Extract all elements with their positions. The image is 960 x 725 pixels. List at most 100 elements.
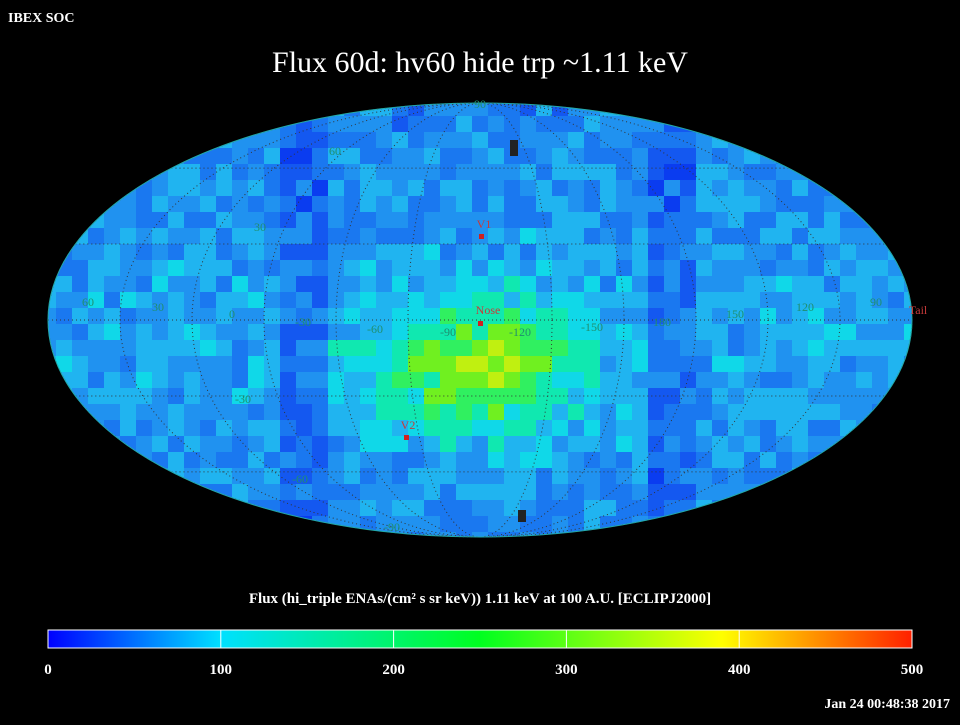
sky-pixel <box>712 356 728 372</box>
sky-pixel <box>584 372 600 388</box>
sky-pixel <box>600 356 616 372</box>
sky-pixel <box>392 324 408 340</box>
sky-pixel <box>568 452 584 468</box>
sky-pixel <box>296 356 312 372</box>
sky-pixel <box>648 244 664 260</box>
sky-pixel <box>440 196 456 212</box>
sky-pixel <box>632 420 648 436</box>
sky-pixel <box>568 324 584 340</box>
sky-pixel <box>680 260 696 276</box>
sky-pixel <box>840 308 856 324</box>
sky-pixel <box>296 292 312 308</box>
sky-pixel <box>424 308 440 324</box>
sky-pixel <box>72 356 88 372</box>
sky-pixel <box>328 468 344 484</box>
sky-pixel <box>680 324 696 340</box>
sky-pixel <box>664 228 680 244</box>
sky-pixel <box>504 532 520 537</box>
sky-pixel <box>376 292 392 308</box>
sky-pixel <box>232 324 248 340</box>
sky-pixel <box>616 452 632 468</box>
sky-pixel <box>712 180 728 196</box>
sky-pixel <box>360 340 376 356</box>
sky-pixel <box>696 404 712 420</box>
sky-pixel <box>120 420 136 436</box>
sky-pixel <box>552 212 568 228</box>
sky-pixel <box>696 308 712 324</box>
sky-pixel <box>312 308 328 324</box>
sky-pixel <box>264 148 280 164</box>
grid-label: 60 <box>329 144 341 158</box>
sky-pixel <box>344 244 360 260</box>
sky-pixel <box>168 244 184 260</box>
sky-pixel <box>328 180 344 196</box>
sky-pixel <box>568 132 584 148</box>
sky-pixel <box>504 356 520 372</box>
sky-pixel <box>536 276 552 292</box>
sky-pixel <box>184 196 200 212</box>
sky-pixel <box>72 276 88 292</box>
sky-pixel <box>440 212 456 228</box>
sky-pixel <box>584 196 600 212</box>
sky-pixel <box>696 276 712 292</box>
sky-pixel <box>808 372 824 388</box>
sky-pixel <box>296 164 312 180</box>
sky-pixel <box>248 404 264 420</box>
sky-pixel <box>264 212 280 228</box>
sky-pixel <box>888 356 904 372</box>
sky-pixel <box>152 356 168 372</box>
sky-pixel <box>728 452 744 468</box>
sky-pixel <box>648 276 664 292</box>
sky-pixel <box>744 260 760 276</box>
sky-pixel <box>600 260 616 276</box>
sky-pixel <box>696 292 712 308</box>
sky-pixel <box>568 180 584 196</box>
sky-pixel <box>648 212 664 228</box>
sky-pixel <box>328 148 344 164</box>
sky-pixel <box>632 180 648 196</box>
grid-label: 150 <box>726 307 744 321</box>
sky-pixel <box>552 356 568 372</box>
sky-pixel <box>376 228 392 244</box>
sky-pixel <box>424 212 440 228</box>
sky-pixel <box>488 468 504 484</box>
sky-pixel <box>424 260 440 276</box>
sky-pixel <box>360 516 376 532</box>
sky-pixel <box>616 164 632 180</box>
sky-pixel <box>472 180 488 196</box>
sky-pixel <box>152 436 168 452</box>
sky-pixel <box>152 324 168 340</box>
sky-pixel <box>168 324 184 340</box>
sky-pixel <box>344 436 360 452</box>
sky-pixel <box>840 372 856 388</box>
sky-pixel <box>536 356 552 372</box>
sky-pixel <box>520 132 536 148</box>
sky-pixel <box>808 260 824 276</box>
grid-label: 120 <box>796 300 814 314</box>
sky-pixel <box>184 292 200 308</box>
sky-pixel <box>568 228 584 244</box>
sky-pixel <box>664 372 680 388</box>
sky-pixel <box>168 260 184 276</box>
sky-pixel <box>584 148 600 164</box>
sky-pixel <box>472 292 488 308</box>
sky-pixel <box>760 244 776 260</box>
sky-pixel <box>520 452 536 468</box>
sky-pixel <box>504 276 520 292</box>
sky-pixel <box>632 276 648 292</box>
sky-pixel <box>280 180 296 196</box>
sky-pixel <box>392 468 408 484</box>
sky-pixel <box>696 340 712 356</box>
sky-pixel <box>712 420 728 436</box>
sky-pixel <box>472 532 488 537</box>
sky-pixel <box>584 484 600 500</box>
sky-pixel <box>824 228 840 244</box>
sky-pixel <box>488 372 504 388</box>
sky-pixel <box>664 404 680 420</box>
sky-pixel <box>392 356 408 372</box>
sky-pixel <box>648 292 664 308</box>
sky-pixel <box>760 276 776 292</box>
sky-pixel <box>440 260 456 276</box>
sky-pixel <box>888 308 904 324</box>
sky-pixel <box>456 148 472 164</box>
